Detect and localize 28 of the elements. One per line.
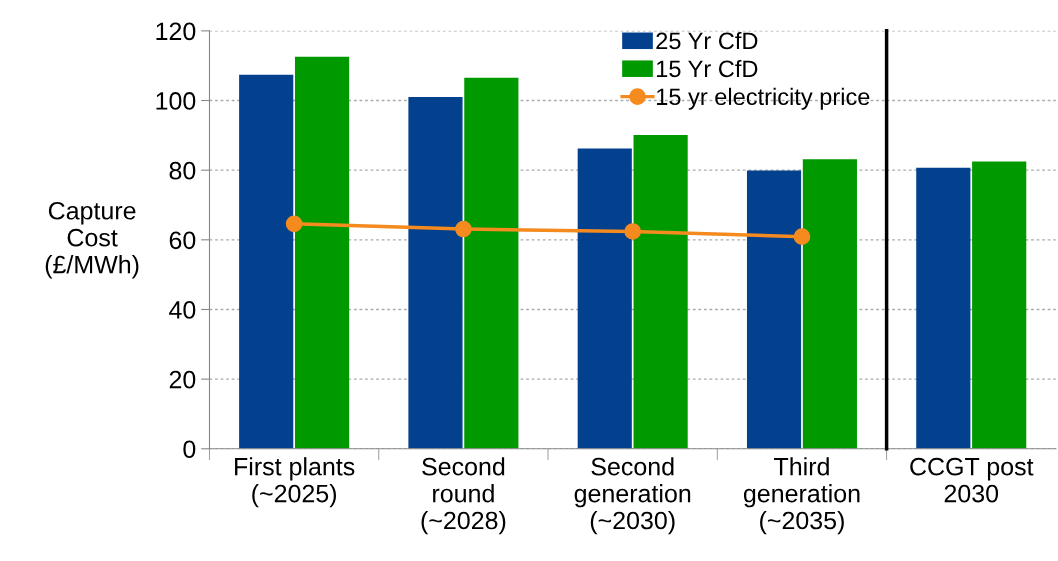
bar <box>633 134 688 449</box>
y-tick-label: 40 <box>169 301 196 319</box>
bar <box>464 77 519 449</box>
point <box>455 220 472 238</box>
bar <box>802 159 857 449</box>
bar <box>577 148 632 449</box>
bar <box>408 97 463 449</box>
y-tick-label: 120 <box>156 22 196 41</box>
legend-label: 15 yr electricity price <box>657 87 870 110</box>
bar <box>294 56 350 449</box>
y-axis-title: Capture Cost (£/MWh) <box>45 201 139 279</box>
y-tick-label: 60 <box>169 231 196 250</box>
bar <box>239 74 294 449</box>
x-tick-label: CCGT post 2030 <box>910 457 1034 503</box>
point <box>793 228 811 246</box>
bar <box>746 170 802 449</box>
x-tick-label: Second generation (~2030) <box>574 457 691 535</box>
legend-label: 15 Yr CfD <box>657 59 758 78</box>
y-tick-label: 0 <box>183 440 196 459</box>
x-tick-label: Third generation (~2035) <box>743 457 860 535</box>
point <box>624 223 642 240</box>
y-tick-label: 100 <box>156 92 196 110</box>
x-tick-label: First plants (~2025) <box>235 457 355 508</box>
point <box>285 215 303 233</box>
x-tick-label: Second round (~2028) <box>421 457 506 535</box>
legend-label: 25 Yr CfD <box>656 31 758 50</box>
y-tick-label: 80 <box>169 161 196 180</box>
y-tick-label: 20 <box>169 370 196 389</box>
